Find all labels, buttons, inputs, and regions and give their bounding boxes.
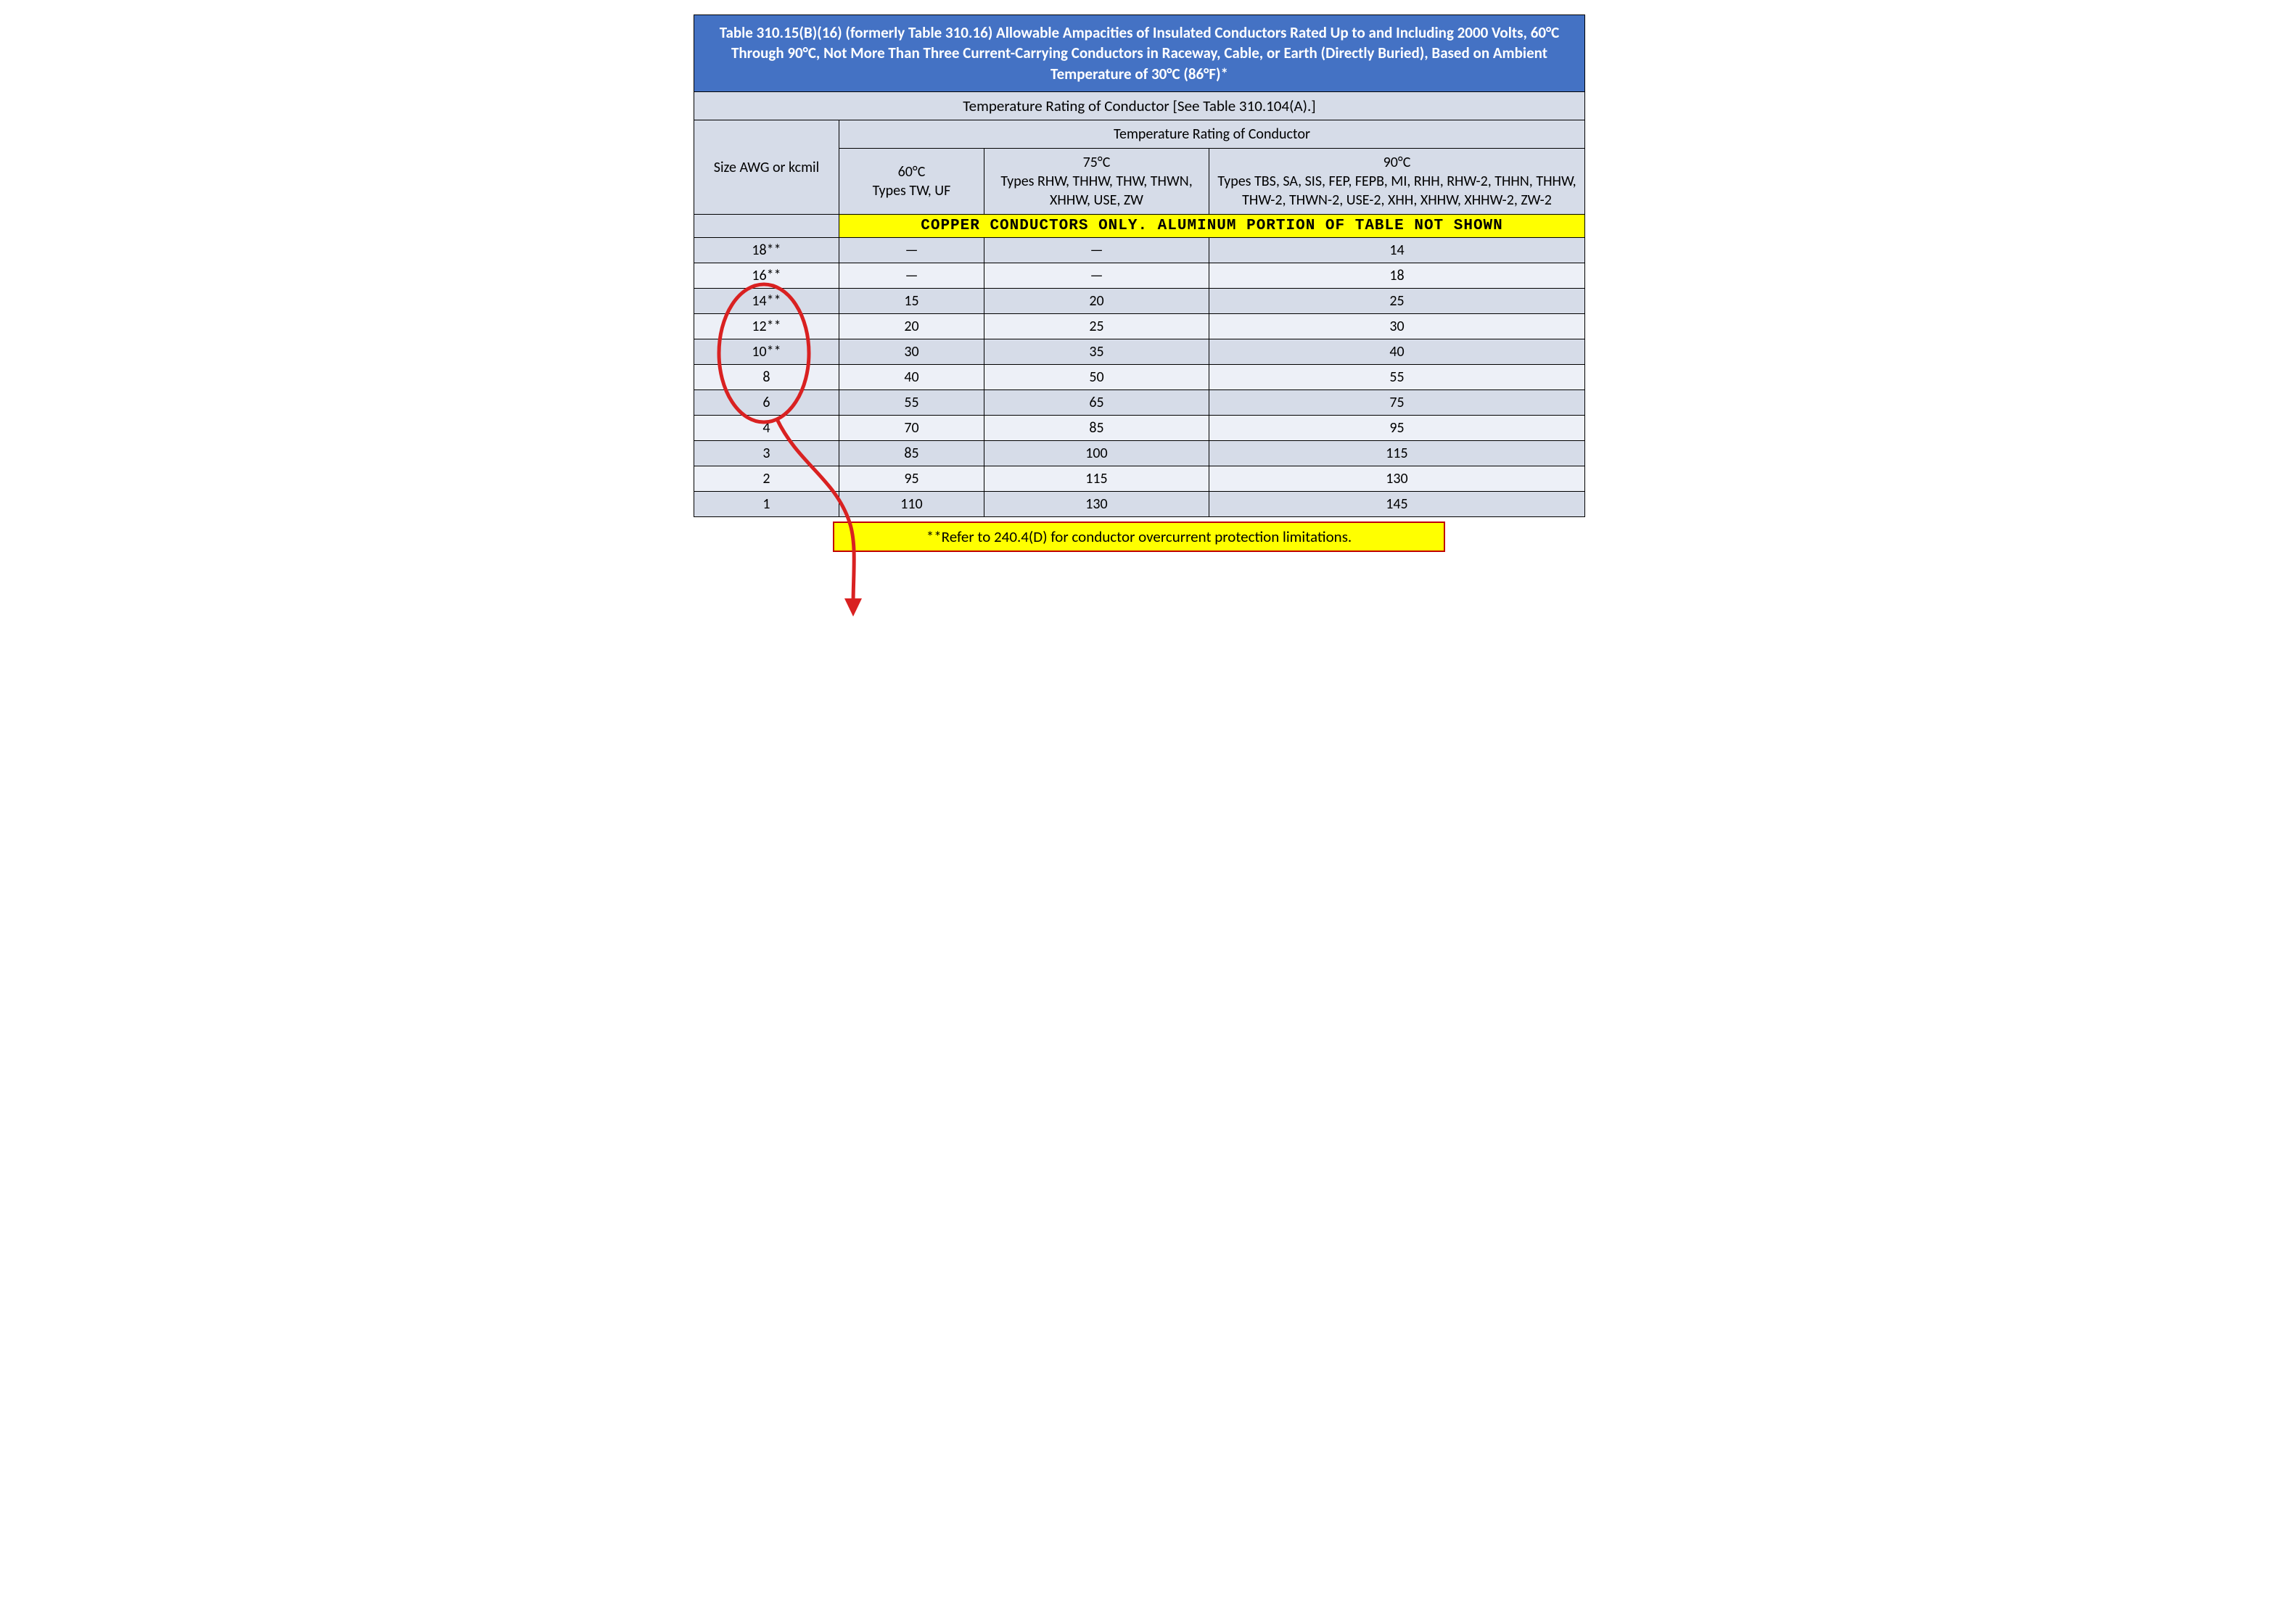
table-row: 12**202530 bbox=[694, 314, 1585, 339]
table-row: 6556575 bbox=[694, 390, 1585, 416]
table-subheader: Temperature Rating of Conductor [See Tab… bbox=[694, 92, 1585, 120]
copper-note-row: COPPER CONDUCTORS ONLY. ALUMINUM PORTION… bbox=[694, 215, 1585, 238]
table-row: 385100115 bbox=[694, 441, 1585, 466]
table-row: 1110130145 bbox=[694, 492, 1585, 517]
table-row: 4708595 bbox=[694, 416, 1585, 441]
value-cell: 130 bbox=[984, 492, 1209, 517]
value-cell: 95 bbox=[839, 466, 984, 492]
col-60c-types: Types TW, UF bbox=[873, 182, 951, 199]
size-cell: 14** bbox=[694, 289, 839, 314]
value-cell: 18 bbox=[1209, 263, 1585, 289]
size-cell: 3 bbox=[694, 441, 839, 466]
size-cell: 6 bbox=[694, 390, 839, 416]
value-cell: 145 bbox=[1209, 492, 1585, 517]
value-cell: 55 bbox=[839, 390, 984, 416]
value-cell: 100 bbox=[984, 441, 1209, 466]
table-title-row: Table 310.15(B)(16) (formerly Table 310.… bbox=[694, 15, 1585, 92]
table-row: 10**303540 bbox=[694, 339, 1585, 365]
value-cell: 30 bbox=[839, 339, 984, 365]
value-cell: 40 bbox=[1209, 339, 1585, 365]
value-cell: 35 bbox=[984, 339, 1209, 365]
value-cell: 85 bbox=[839, 441, 984, 466]
col-90c-types: Types TBS, SA, SIS, FEP, FEPB, MI, RHH, … bbox=[1217, 173, 1576, 209]
ampacity-table: Table 310.15(B)(16) (formerly Table 310.… bbox=[694, 15, 1585, 517]
value-cell: 115 bbox=[1209, 441, 1585, 466]
table-title: Table 310.15(B)(16) (formerly Table 310.… bbox=[694, 15, 1585, 92]
column-header-row-1: Size AWG or kcmil Temperature Rating of … bbox=[694, 120, 1585, 149]
value-cell: 85 bbox=[984, 416, 1209, 441]
table-row: 18**——14 bbox=[694, 238, 1585, 263]
value-cell: 20 bbox=[984, 289, 1209, 314]
value-cell: 65 bbox=[984, 390, 1209, 416]
arrow-head bbox=[844, 598, 862, 617]
col-75c-temp: 75°C bbox=[1083, 154, 1111, 171]
value-cell: 30 bbox=[1209, 314, 1585, 339]
value-cell: 20 bbox=[839, 314, 984, 339]
size-cell: 8 bbox=[694, 365, 839, 390]
value-cell: 95 bbox=[1209, 416, 1585, 441]
table-row: 295115130 bbox=[694, 466, 1585, 492]
value-cell: 50 bbox=[984, 365, 1209, 390]
value-cell: 15 bbox=[839, 289, 984, 314]
size-cell: 4 bbox=[694, 416, 839, 441]
table-row: 8405055 bbox=[694, 365, 1585, 390]
col-90c: 90°C Types TBS, SA, SIS, FEP, FEPB, MI, … bbox=[1209, 149, 1585, 215]
col-90c-temp: 90°C bbox=[1383, 154, 1411, 171]
copper-note: COPPER CONDUCTORS ONLY. ALUMINUM PORTION… bbox=[839, 215, 1585, 238]
value-cell: 75 bbox=[1209, 390, 1585, 416]
footnote-box: **Refer to 240.4(D) for conductor overcu… bbox=[833, 522, 1445, 552]
value-cell: 25 bbox=[1209, 289, 1585, 314]
value-cell: — bbox=[984, 238, 1209, 263]
table-row: 16**——18 bbox=[694, 263, 1585, 289]
size-cell: 16** bbox=[694, 263, 839, 289]
col-75c-types: Types RHW, THHW, THW, THWN, XHHW, USE, Z… bbox=[1000, 173, 1192, 209]
value-cell: 70 bbox=[839, 416, 984, 441]
size-header: Size AWG or kcmil bbox=[694, 120, 839, 215]
value-cell: — bbox=[839, 238, 984, 263]
value-cell: — bbox=[984, 263, 1209, 289]
value-cell: 110 bbox=[839, 492, 984, 517]
size-cell: 12** bbox=[694, 314, 839, 339]
value-cell: 25 bbox=[984, 314, 1209, 339]
value-cell: 115 bbox=[984, 466, 1209, 492]
ampacity-table-container: Table 310.15(B)(16) (formerly Table 310.… bbox=[694, 15, 1584, 552]
table-subheader-row: Temperature Rating of Conductor [See Tab… bbox=[694, 92, 1585, 120]
size-cell: 2 bbox=[694, 466, 839, 492]
col-75c: 75°C Types RHW, THHW, THW, THWN, XHHW, U… bbox=[984, 149, 1209, 215]
col-60c: 60°C Types TW, UF bbox=[839, 149, 984, 215]
value-cell: — bbox=[839, 263, 984, 289]
value-cell: 14 bbox=[1209, 238, 1585, 263]
value-cell: 55 bbox=[1209, 365, 1585, 390]
size-cell: 10** bbox=[694, 339, 839, 365]
value-cell: 130 bbox=[1209, 466, 1585, 492]
table-row: 14**152025 bbox=[694, 289, 1585, 314]
temp-rating-header: Temperature Rating of Conductor bbox=[839, 120, 1585, 149]
value-cell: 40 bbox=[839, 365, 984, 390]
size-cell: 1 bbox=[694, 492, 839, 517]
size-cell: 18** bbox=[694, 238, 839, 263]
col-60c-temp: 60°C bbox=[898, 163, 926, 181]
